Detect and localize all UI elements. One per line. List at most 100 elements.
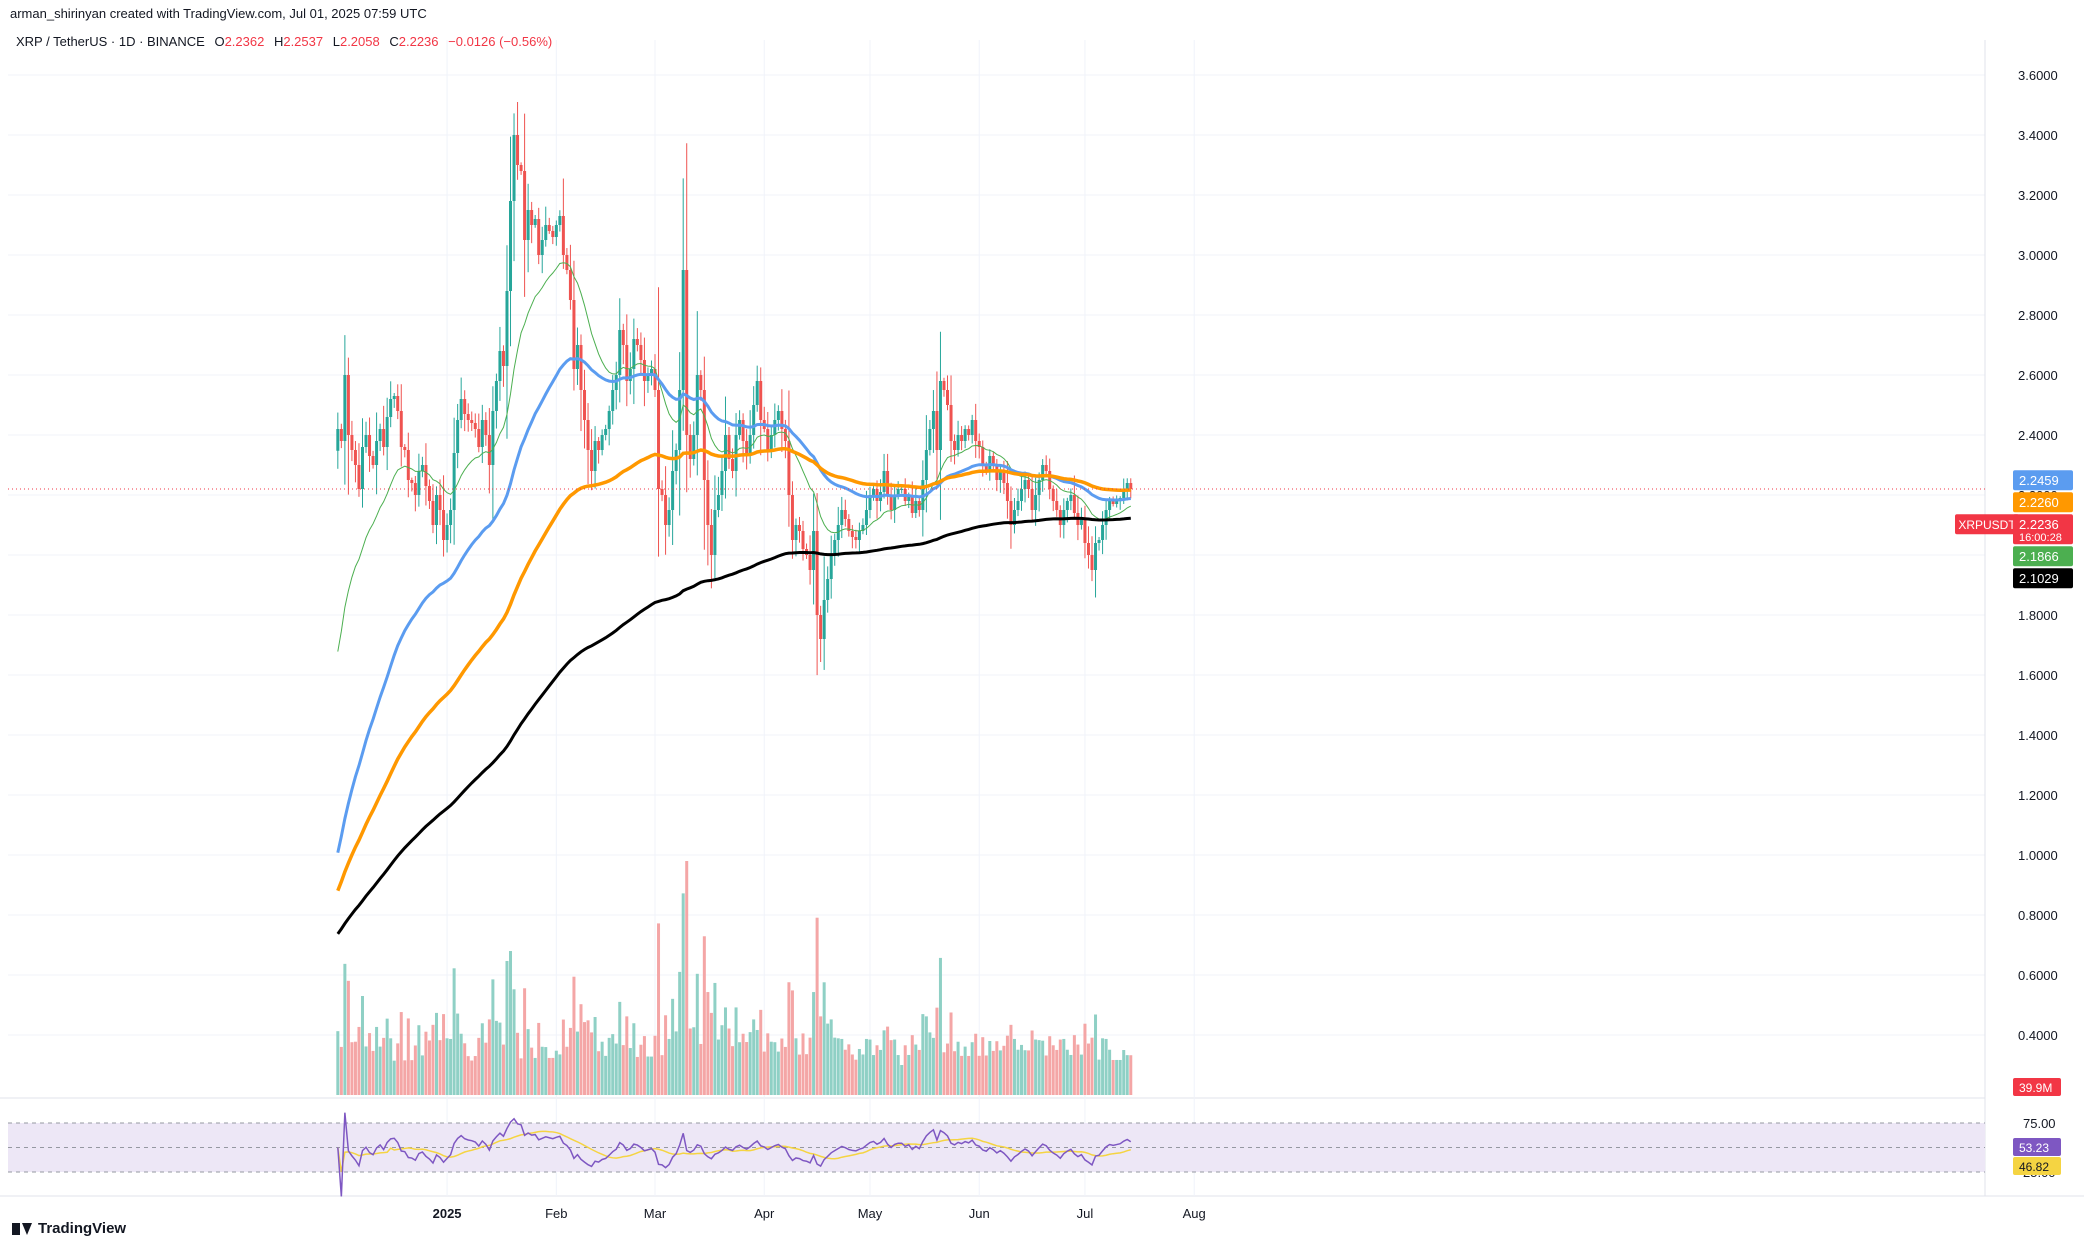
volume-bar [1079,1054,1083,1095]
volume-bar [850,1054,854,1095]
volume-bar [639,1044,643,1095]
candle-body [660,489,664,495]
tradingview-brand: TradingView [38,1220,127,1237]
ema-price-tag: 2.2459 [2013,470,2073,491]
volume-bar [910,1035,914,1095]
volume-bar [907,1054,911,1095]
volume-bar [621,1045,625,1095]
candle-body [1129,483,1133,489]
candle-body [399,411,403,447]
volume-bar [392,1060,396,1095]
candle-body [956,435,960,450]
candle-body [586,420,590,450]
ema200-line [336,516,1131,935]
volume-bar [611,1034,615,1095]
candle-body [984,465,988,471]
price-tag-text: 2.2236 [2019,517,2059,532]
volume-bar [762,1051,766,1095]
candle-body [431,501,435,525]
candle-body [533,219,537,225]
volume-bar [1023,1050,1027,1095]
candle-body [1020,489,1024,501]
candle-body [551,231,555,237]
volume-tag-bg [2013,1078,2061,1096]
ema-price-tag: 2.2260 [2013,492,2073,513]
candle-body [501,351,505,366]
ohlc-close-label: C [389,34,399,49]
candle-body [410,480,414,483]
volume-bar [1086,1043,1090,1095]
price-tag-text: 2.1029 [2019,571,2059,586]
volume-bar [431,1024,435,1095]
candle-body [1005,483,1009,501]
candle-body [1072,495,1076,513]
volume-bar [449,1038,453,1095]
candle-body [1122,489,1126,498]
price-axis-tick: 1.4000 [2018,728,2058,743]
volume-bar [667,1038,671,1095]
candle-body [713,510,717,555]
volume-bar [674,1031,678,1095]
volume-bar [399,1012,403,1095]
symbol-title[interactable]: XRP / TetherUS · 1D · BINANCE [16,34,205,49]
volume-bar [847,1044,851,1095]
volume-bar [1041,1040,1045,1095]
volume-bar [389,1038,393,1095]
rsi-line [337,1112,1132,1197]
candle-body [861,525,865,531]
candle-body [480,420,484,447]
candle-body [776,411,780,420]
candle-body [738,420,742,435]
price-axis-tick: 3.4000 [2018,128,2058,143]
volume-bar [720,1025,724,1095]
candle-body [755,381,759,405]
price-axis-tick: 0.6000 [2018,968,2058,983]
volume-bar [1090,1037,1094,1095]
volume-bar [568,1027,572,1095]
volume-bar [533,1057,537,1095]
candle-body [530,210,534,225]
volume-bar [914,1044,918,1095]
candle-body [1101,525,1105,540]
price-tag-bg [2013,546,2073,567]
volume-bar [1108,1049,1112,1095]
candle-body [808,555,812,570]
volume-bar [498,1022,502,1095]
candle-body [671,471,675,510]
candle-body [417,471,421,495]
volume-bar [956,1041,960,1095]
volume-bar [935,1007,939,1095]
volume-bar [350,1042,354,1095]
candle-body [364,435,368,447]
volume-bar [1118,1059,1122,1095]
candle-body [1041,465,1045,480]
candle-body [1104,510,1108,525]
volume-bar [487,1019,491,1095]
candle-body [558,216,562,225]
volume-bar [872,1055,875,1095]
volume-bar [628,1048,632,1095]
candle-body [378,429,382,441]
price-tag-text: 2.1866 [2019,549,2059,564]
rsi-tag-bg [2013,1138,2061,1156]
volume-bar [396,1043,400,1095]
volume-bar [505,960,509,1095]
volume-bar [886,1026,890,1095]
volume-bar [494,1020,498,1095]
time-axis-tick: Mar [644,1206,667,1221]
volume-bar [960,1055,964,1095]
candle-body [413,483,417,495]
candle-body [1125,483,1129,489]
candle-body [406,450,410,480]
volume-bar [375,1026,379,1095]
candle-body [664,495,668,525]
candle-body [449,510,453,525]
candle-body [512,135,516,201]
volume-bar [822,982,826,1095]
volume-bar [695,973,699,1095]
rsi-ma-line [337,1130,1131,1173]
candle-body [579,345,583,390]
volume-bar [343,963,347,1095]
volume-bar [526,1029,530,1095]
